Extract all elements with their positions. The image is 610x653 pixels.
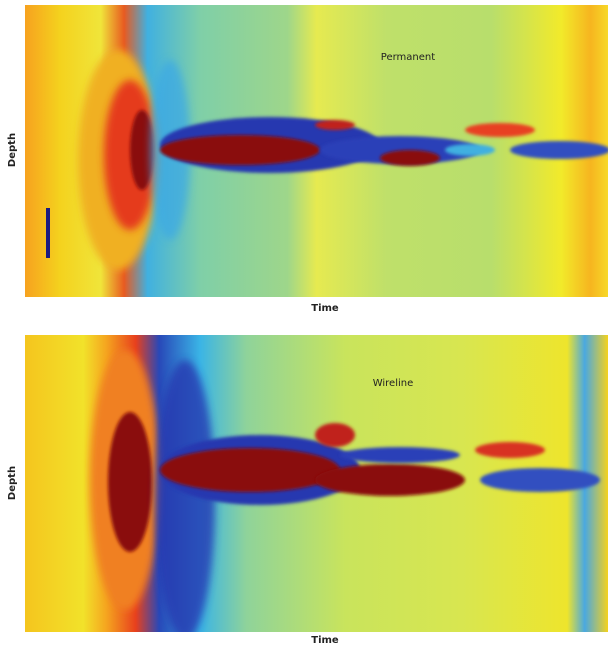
- x-axis-label: Time: [311, 635, 339, 646]
- figure: Permanent Time Depth Wireline Time Depth: [0, 0, 610, 649]
- x-axis-label: Time: [311, 303, 339, 314]
- heatmap-permanent: [25, 5, 610, 297]
- y-axis-label: Depth: [7, 466, 18, 500]
- panel-label: Wireline: [373, 378, 414, 389]
- y-axis-label: Depth: [7, 133, 18, 167]
- heatmap-wireline: [25, 335, 608, 640]
- panel-label: Permanent: [381, 52, 435, 63]
